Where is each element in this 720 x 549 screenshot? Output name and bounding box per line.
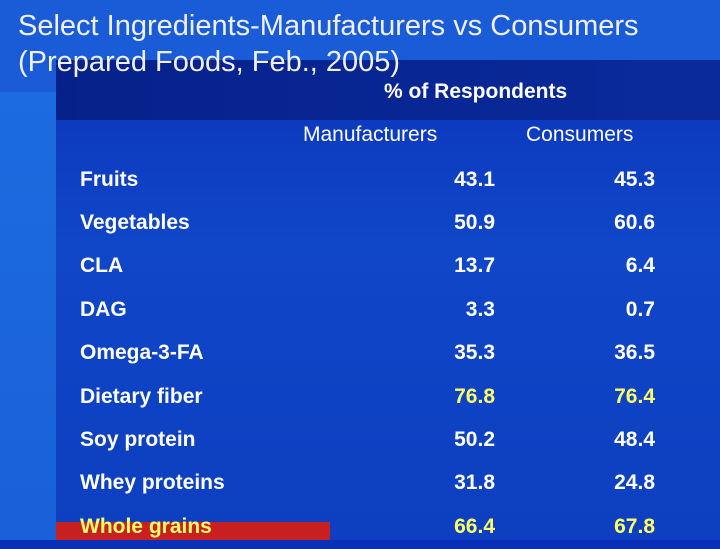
consumers-value: 36.5: [495, 332, 655, 375]
consumers-value: 24.8: [495, 462, 655, 505]
manufacturers-value-text: 31.8: [454, 471, 495, 495]
ingredient-name: Fruits: [80, 167, 139, 191]
table-row: CLA 13.7 6.4: [80, 245, 655, 288]
table-row: Whole grains 66.4 67.8: [80, 505, 655, 548]
manufacturers-value: 31.8: [335, 462, 495, 505]
results-table: Fruits 43.1 45.3 Vegetables 50.9 60.6 CL…: [80, 158, 655, 549]
slide-title: Select Ingredients-Manufacturers vs Cons…: [18, 8, 639, 80]
header-band: [56, 60, 720, 120]
ingredient-name: Soy protein: [80, 428, 196, 452]
table-row: Dietary fiber 76.8 76.4: [80, 375, 655, 418]
consumers-value-text: 36.5: [614, 341, 655, 365]
consumers-value-text: 45.3: [614, 167, 655, 191]
consumers-value-text: 67.8: [614, 514, 655, 538]
manufacturers-value-text: 50.2: [454, 428, 495, 452]
table-row: Soy protein 50.2 48.4: [80, 418, 655, 461]
manufacturers-value-text: 76.8: [454, 384, 495, 408]
manufacturers-value: 13.7: [335, 245, 495, 288]
consumers-value: 60.6: [495, 201, 655, 244]
table-row: Vegetables 50.9 60.6: [80, 201, 655, 244]
consumers-value-text: 0.7: [625, 297, 655, 321]
accent-bar: [56, 522, 330, 540]
manufacturers-value-text: 13.7: [454, 254, 495, 278]
manufacturers-value: 66.4: [335, 505, 495, 548]
consumers-value-text: 76.4: [614, 384, 655, 408]
manufacturers-value-text: 3.3: [465, 297, 495, 321]
manufacturers-value: 3.3: [335, 288, 495, 331]
manufacturers-value: 35.3: [335, 332, 495, 375]
ingredient-name: Omega-3-FA: [80, 341, 204, 365]
manufacturers-value-text: 35.3: [454, 341, 495, 365]
ingredient-name: Whole grains: [80, 514, 212, 538]
consumers-value: 67.8: [495, 505, 655, 548]
column-header-manufacturers: Manufacturers: [303, 123, 438, 146]
ingredient-name: CLA: [80, 254, 124, 278]
title-line-2: (Prepared Foods, Feb., 2005): [18, 46, 401, 78]
consumers-value: 48.4: [495, 418, 655, 461]
consumers-value-text: 60.6: [614, 211, 655, 235]
table-row: Omega-3-FA 35.3 36.5: [80, 332, 655, 375]
column-header-consumers: Consumers: [526, 123, 634, 146]
table-row: Whey proteins 31.8 24.8: [80, 462, 655, 505]
manufacturers-value-text: 66.4: [454, 514, 495, 538]
manufacturers-value-text: 50.9: [454, 211, 495, 235]
consumers-value: 76.4: [495, 375, 655, 418]
consumers-value-text: 6.4: [625, 254, 655, 278]
manufacturers-value: 43.1: [335, 158, 495, 201]
consumers-value: 6.4: [495, 245, 655, 288]
subtitle: % of Respondents: [384, 80, 568, 103]
table-row: DAG 3.3 0.7: [80, 288, 655, 331]
consumers-value: 45.3: [495, 158, 655, 201]
ingredient-name: Dietary fiber: [80, 384, 203, 408]
manufacturers-value: 76.8: [335, 375, 495, 418]
manufacturers-value: 50.9: [335, 201, 495, 244]
ingredient-name: Whey proteins: [80, 471, 225, 495]
ingredient-name: Vegetables: [80, 211, 190, 235]
left-stripe: [0, 92, 56, 540]
manufacturers-value-text: 43.1: [454, 167, 495, 191]
ingredient-name: DAG: [80, 297, 127, 321]
consumers-value-text: 48.4: [614, 428, 655, 452]
table-row: Fruits 43.1 45.3: [80, 158, 655, 201]
consumers-value-text: 24.8: [614, 471, 655, 495]
manufacturers-value: 50.2: [335, 418, 495, 461]
consumers-value: 0.7: [495, 288, 655, 331]
title-line-1: Select Ingredients-Manufacturers vs Cons…: [18, 10, 639, 42]
